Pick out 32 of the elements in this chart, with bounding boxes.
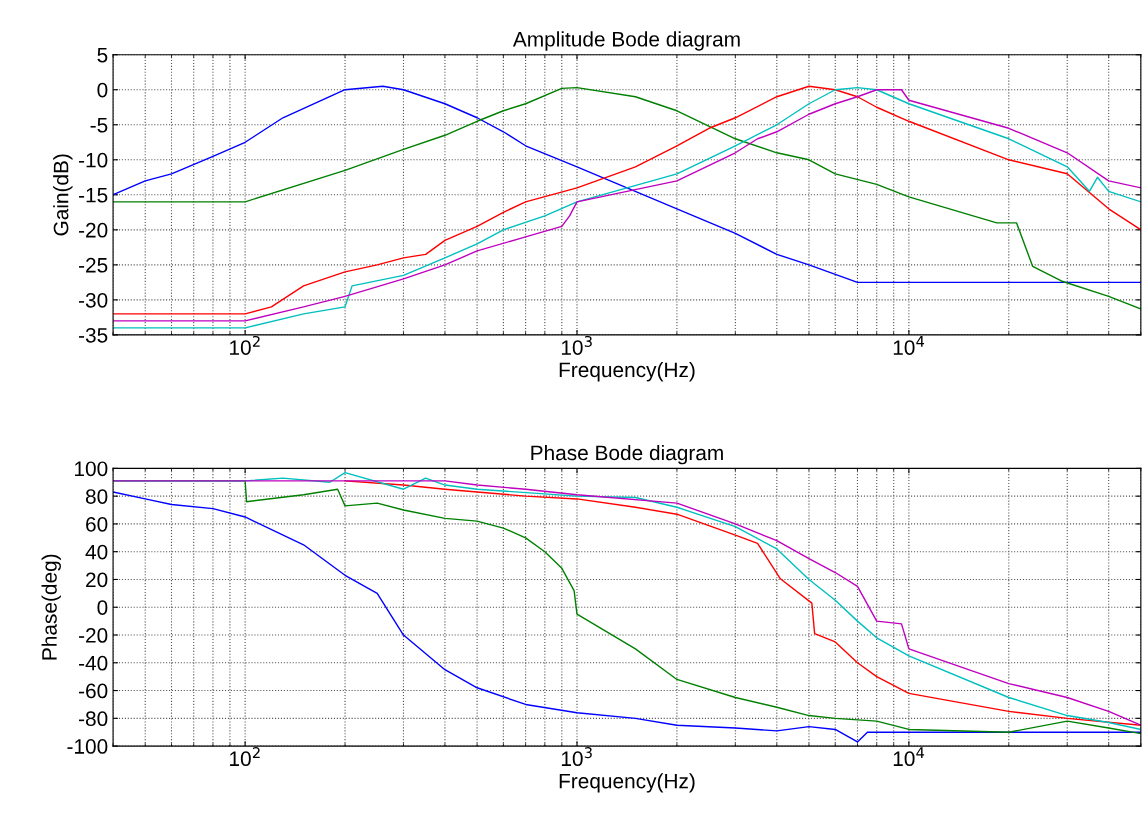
y-tick-label: -40 <box>79 655 108 671</box>
y-tick-label: -20 <box>79 222 108 238</box>
y-tick-label: 5 <box>97 47 108 63</box>
y-axis-title: Gain(dB) <box>53 154 73 236</box>
chart-title: Amplitude Bode diagram <box>512 31 740 51</box>
y-tick-label: -20 <box>79 628 108 643</box>
y-tick-label: 80 <box>85 489 108 504</box>
y-tick-label: 0 <box>97 82 108 98</box>
x-tick-label: 10$^{2}$ <box>230 747 260 767</box>
y-tick-label: -100 <box>67 739 108 754</box>
y-tick-label: -15 <box>79 188 108 203</box>
x-tick-label: 10$^{3}$ <box>561 335 592 355</box>
y-tick-label: 0 <box>97 600 108 615</box>
x-tick-label: 10$^{2}$ <box>230 335 260 355</box>
y-tick-label: 20 <box>86 572 108 588</box>
y-tick-label: -80 <box>79 711 108 727</box>
y-tick-label: -60 <box>79 683 108 699</box>
y-tick-label: -35 <box>79 327 108 343</box>
y-tick-label: 40 <box>85 544 108 560</box>
y-tick-label: -30 <box>79 292 108 308</box>
x-tick-label: 10$^{4}$ <box>893 747 925 767</box>
y-tick-label: -25 <box>79 257 108 273</box>
y-tick-label: -10 <box>79 152 108 168</box>
chart-title: Phase Bode diagram <box>531 444 723 465</box>
y-tick-label: 60 <box>86 516 108 532</box>
y-axis-title: Phase(deg) <box>41 554 61 660</box>
y-tick-label: -5 <box>90 117 108 133</box>
x-axis-title: Frequency(Hz) <box>559 773 695 793</box>
y-tick-label: 100 <box>75 461 108 477</box>
x-tick-label: 10$^{3}$ <box>561 747 592 767</box>
x-axis-title: Frequency(Hz) <box>559 361 695 382</box>
x-tick-label: 10$^{4}$ <box>893 336 925 355</box>
